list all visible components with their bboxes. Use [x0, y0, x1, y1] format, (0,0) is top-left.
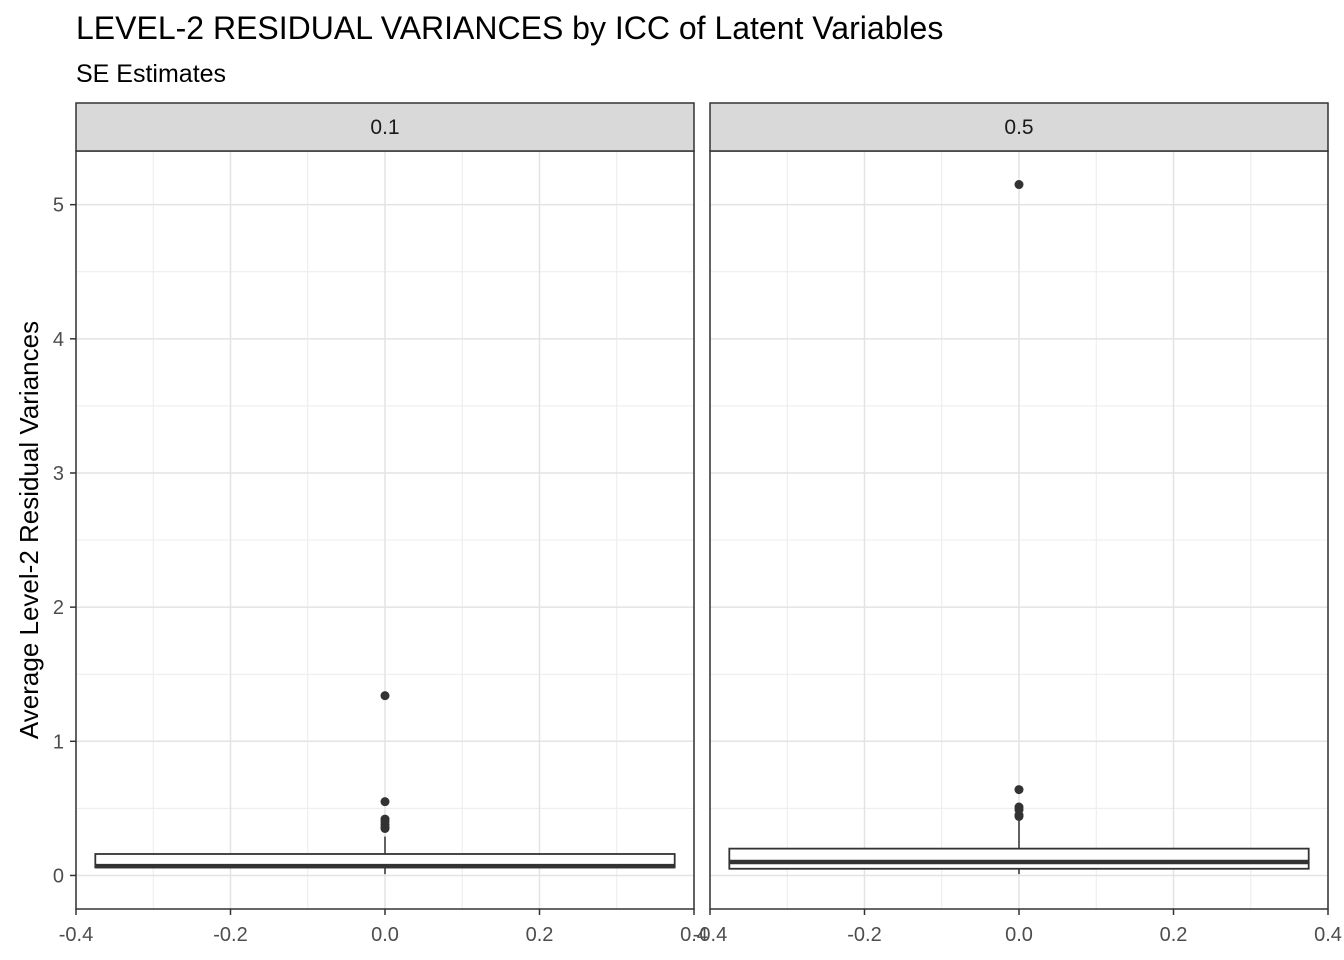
y-tick-label: 0	[53, 865, 64, 887]
facet-label: 0.5	[1004, 116, 1033, 139]
facet-label: 0.1	[370, 116, 399, 139]
y-tick-label: 2	[53, 597, 64, 619]
x-tick-label: -0.4	[59, 924, 93, 946]
outlier-point	[380, 824, 390, 834]
outlier-point	[1014, 180, 1024, 190]
outlier-point	[1014, 811, 1024, 821]
outlier-point	[380, 691, 390, 701]
outlier-point	[1014, 785, 1024, 795]
y-tick-label: 1	[53, 731, 64, 753]
x-tick-label: -0.2	[847, 924, 881, 946]
chart-title: LEVEL-2 RESIDUAL VARIANCES by ICC of Lat…	[76, 10, 944, 46]
y-tick-label: 4	[53, 329, 64, 351]
y-axis-label: Average Level-2 Residual Variances	[14, 321, 44, 739]
x-tick-label: 0.2	[1160, 924, 1188, 946]
x-tick-label: 0.4	[1314, 924, 1342, 946]
x-tick-label: 0.4	[680, 924, 708, 946]
x-tick-label: 0.0	[371, 924, 399, 946]
x-tick-label: 0.0	[1005, 924, 1033, 946]
y-tick-label: 3	[53, 463, 64, 485]
chart-subtitle: SE Estimates	[76, 60, 227, 88]
box-iqr	[728, 847, 1310, 870]
outlier-point	[380, 797, 390, 807]
x-tick-label: 0.2	[526, 924, 554, 946]
x-tick-label: -0.2	[213, 924, 247, 946]
x-tick-label: -0.4	[693, 924, 727, 946]
facet-strip	[709, 102, 1329, 152]
facet-strip	[75, 102, 695, 152]
y-tick-label: 5	[53, 195, 64, 217]
